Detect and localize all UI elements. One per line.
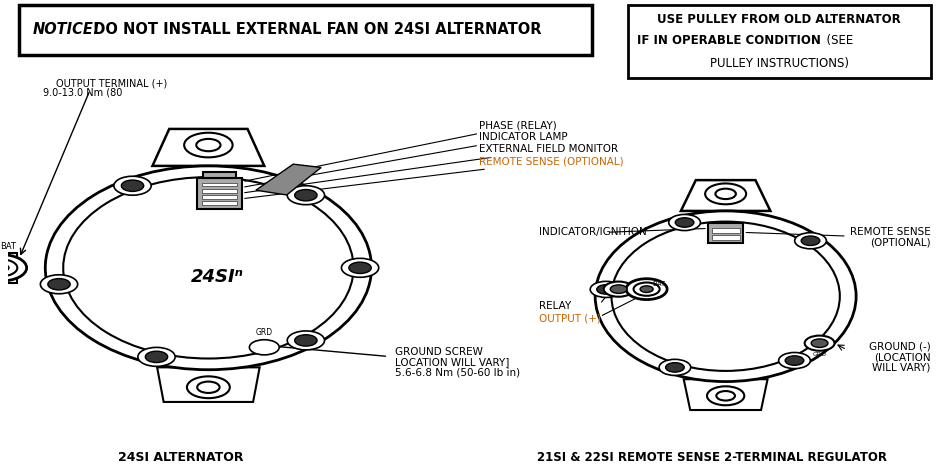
Text: USE PULLEY FROM OLD ALTERNATOR: USE PULLEY FROM OLD ALTERNATOR [657, 13, 901, 26]
FancyBboxPatch shape [19, 5, 592, 55]
Circle shape [146, 351, 167, 363]
Text: BAT: BAT [652, 281, 666, 287]
Circle shape [295, 190, 317, 201]
Text: BAT: BAT [0, 242, 16, 251]
Text: GRD: GRD [812, 352, 826, 357]
Circle shape [640, 286, 653, 292]
Circle shape [590, 282, 622, 298]
Text: (LOCATION: (LOCATION [874, 352, 931, 363]
Circle shape [707, 386, 744, 405]
Circle shape [184, 133, 232, 157]
Bar [202, 201, 237, 205]
Text: PULLEY INSTRUCTIONS): PULLEY INSTRUCTIONS) [710, 57, 849, 70]
Circle shape [187, 376, 229, 398]
Circle shape [597, 285, 616, 294]
Text: INDICATOR LAMP: INDICATOR LAMP [244, 132, 567, 187]
Text: IF IN OPERABLE CONDITION: IF IN OPERABLE CONDITION [637, 34, 821, 46]
Circle shape [668, 214, 700, 230]
Polygon shape [683, 379, 768, 410]
Circle shape [811, 339, 828, 347]
Text: EXTERNAL FIELD MONITOR: EXTERNAL FIELD MONITOR [244, 144, 618, 192]
Circle shape [295, 335, 317, 346]
Bar [203, 172, 236, 178]
Ellipse shape [595, 211, 856, 382]
Bar [708, 223, 744, 243]
Circle shape [794, 233, 826, 249]
Polygon shape [681, 180, 771, 211]
Circle shape [785, 356, 804, 365]
Circle shape [666, 363, 684, 372]
Circle shape [138, 347, 175, 366]
Circle shape [659, 359, 691, 375]
Text: NOTICE!: NOTICE! [32, 22, 100, 37]
Circle shape [634, 283, 660, 296]
Bar [202, 182, 237, 186]
Text: WILL VARY): WILL VARY) [872, 363, 931, 373]
Circle shape [705, 183, 746, 204]
Text: GROUND (-): GROUND (-) [869, 342, 931, 352]
Text: GROUND SCREW: GROUND SCREW [395, 347, 482, 357]
Text: 24SIⁿ: 24SIⁿ [191, 268, 244, 286]
Text: PHASE (RELAY): PHASE (RELAY) [244, 120, 556, 181]
Circle shape [778, 353, 810, 369]
Circle shape [0, 259, 17, 276]
Circle shape [603, 282, 634, 297]
Bar [197, 178, 242, 209]
FancyBboxPatch shape [628, 5, 931, 78]
Bar [202, 189, 237, 192]
Text: 9.0-13.0 Nm (80: 9.0-13.0 Nm (80 [43, 88, 123, 98]
Circle shape [805, 336, 835, 351]
Text: (SEE: (SEE [819, 34, 854, 46]
Circle shape [48, 279, 70, 290]
Ellipse shape [45, 166, 371, 370]
Text: DO NOT INSTALL EXTERNAL FAN ON 24SI ALTERNATOR: DO NOT INSTALL EXTERNAL FAN ON 24SI ALTE… [84, 22, 542, 37]
Polygon shape [256, 164, 321, 195]
Polygon shape [157, 367, 259, 402]
Circle shape [121, 180, 144, 191]
Polygon shape [0, 253, 17, 283]
Text: 21SI & 22SI REMOTE SENSE 2-TERMINAL REGULATOR: 21SI & 22SI REMOTE SENSE 2-TERMINAL REGU… [537, 451, 886, 464]
Text: (OPTIONAL): (OPTIONAL) [870, 237, 931, 248]
Circle shape [0, 255, 26, 281]
Circle shape [114, 176, 151, 195]
Text: RELAY: RELAY [540, 301, 572, 311]
Circle shape [626, 279, 667, 300]
Text: INDICATOR/IGNITION: INDICATOR/IGNITION [540, 227, 647, 237]
Circle shape [341, 258, 379, 277]
Text: OUTPUT TERMINAL (+): OUTPUT TERMINAL (+) [56, 78, 167, 88]
Text: 24SI ALTERNATOR: 24SI ALTERNATOR [118, 451, 243, 464]
Circle shape [288, 331, 324, 350]
Circle shape [0, 264, 9, 272]
Circle shape [249, 340, 279, 355]
Text: LOCATION WILL VARY]: LOCATION WILL VARY] [395, 357, 509, 367]
Circle shape [349, 262, 371, 273]
Text: REMOTE SENSE (OPTIONAL): REMOTE SENSE (OPTIONAL) [244, 156, 623, 199]
Bar [202, 195, 237, 199]
Circle shape [288, 186, 324, 205]
Text: OUTPUT (+): OUTPUT (+) [540, 313, 601, 324]
Circle shape [610, 285, 627, 293]
Polygon shape [152, 129, 264, 166]
Text: 5.6-6.8 Nm (50-60 lb in): 5.6-6.8 Nm (50-60 lb in) [395, 368, 520, 378]
Text: GRD: GRD [256, 328, 273, 337]
Circle shape [801, 236, 820, 246]
Bar [712, 228, 740, 233]
Bar [712, 235, 740, 240]
Text: REMOTE SENSE: REMOTE SENSE [850, 227, 931, 237]
Circle shape [40, 275, 78, 294]
Circle shape [675, 218, 694, 227]
